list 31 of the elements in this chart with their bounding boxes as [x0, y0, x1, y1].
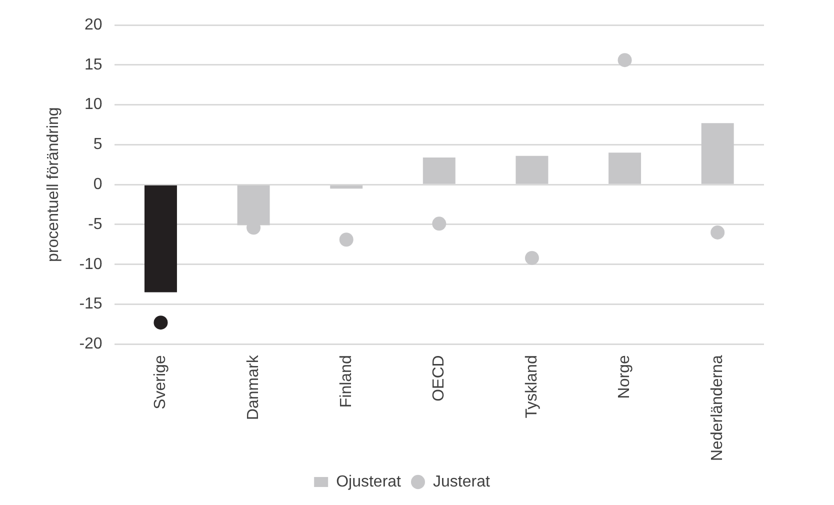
y-axis-title: procentuell förändring: [45, 107, 62, 262]
bar: [422, 157, 456, 184]
y-tick-label: -10: [79, 256, 102, 273]
x-tick-label: Sverige: [152, 355, 170, 410]
point: [432, 216, 446, 231]
point: [618, 53, 632, 68]
y-tick-label: -5: [88, 216, 102, 233]
point: [339, 232, 354, 247]
y-tick-label: -15: [79, 296, 102, 313]
x-tick-label: Tyskland: [523, 355, 540, 418]
x-tick-label: OECD: [430, 355, 448, 402]
x-tick-label: Danmark: [244, 354, 262, 420]
bar: [144, 185, 177, 292]
y-tick-label: 5: [93, 136, 102, 154]
legend-label: Ojusterat: [336, 473, 402, 490]
point: [154, 316, 168, 330]
x-tick-label: Nederländerna: [709, 355, 726, 462]
bar: [516, 156, 548, 184]
y-tick-label: 15: [84, 56, 102, 74]
y-tick-label: -20: [79, 336, 102, 353]
y-tick-label: 10: [84, 96, 102, 114]
x-tick-label: Norge: [616, 355, 634, 399]
bar: [608, 152, 642, 184]
bar: [701, 123, 734, 184]
legend-label: Justerat: [433, 473, 490, 490]
point: [710, 225, 725, 240]
y-tick-label: 0: [93, 176, 102, 193]
x-tick-label: Finland: [338, 355, 355, 408]
y-tick-label: 20: [84, 16, 102, 34]
point: [524, 250, 539, 265]
bar: [330, 185, 363, 189]
